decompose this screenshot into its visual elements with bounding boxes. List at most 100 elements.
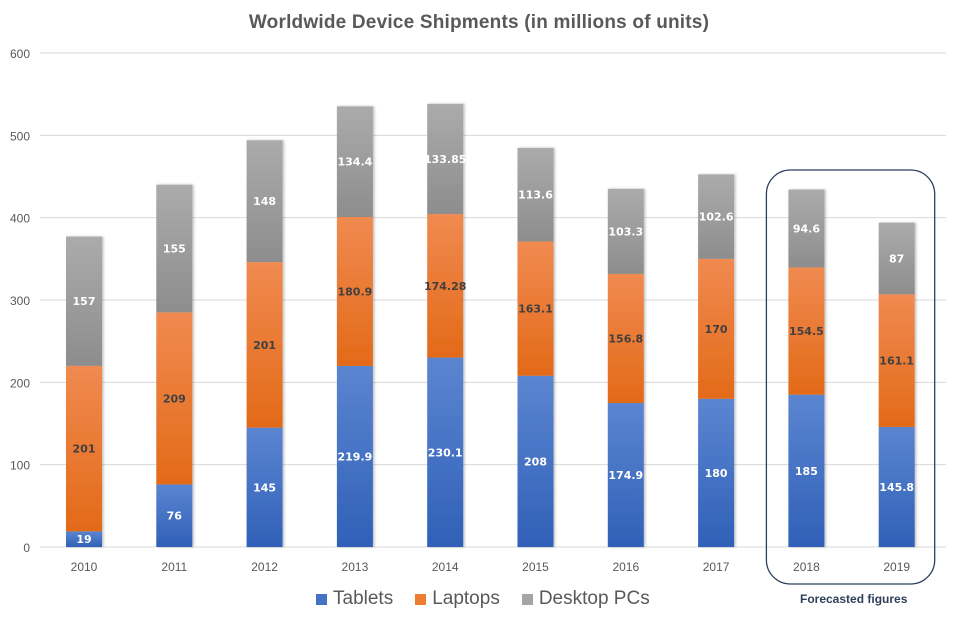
data-label: 155 <box>163 243 186 256</box>
y-tick-label: 500 <box>10 129 30 143</box>
legend-label-tablets: Tablets <box>333 588 394 609</box>
x-tick-label: 2019 <box>883 560 910 574</box>
data-label: 19 <box>76 533 91 546</box>
legend: Tablets Laptops Desktop PCs <box>316 588 650 610</box>
bar-stack <box>66 236 102 547</box>
legend-swatch-laptops <box>415 593 427 605</box>
data-labels: 19 201 157 76 209 155 145 201 148 219.9 180.9 134.4… <box>73 153 915 546</box>
x-tick-label: 2018 <box>793 560 820 574</box>
bar-segment-laptops <box>878 294 915 427</box>
bar-segment-tablets <box>246 427 283 547</box>
bar-segment-desktop-pcs <box>336 106 373 218</box>
data-label: 230.1 <box>428 446 463 459</box>
chart-title: Worldwide Device Shipments (in millions … <box>248 12 710 33</box>
bars <box>66 103 915 547</box>
data-label: 208 <box>524 455 547 468</box>
y-tick-label: 200 <box>10 376 30 390</box>
data-label: 134.4 <box>338 156 373 169</box>
data-label: 161.1 <box>879 355 914 368</box>
data-label: 174.28 <box>424 280 466 293</box>
data-label: 201 <box>73 443 96 456</box>
y-tick-label: 0 <box>23 541 30 555</box>
bar-stack <box>698 174 735 547</box>
data-label: 103.3 <box>608 225 643 238</box>
data-label: 180.9 <box>338 285 373 298</box>
data-label: 76 <box>167 510 183 523</box>
data-label: 185 <box>795 465 818 478</box>
bar-segment-desktop-pcs <box>878 222 915 295</box>
bar-segment-laptops <box>246 262 283 428</box>
y-tick-label: 600 <box>10 47 30 61</box>
legend-swatch-desktop-pcs <box>521 593 533 605</box>
x-tick-label: 2014 <box>432 560 459 574</box>
data-label: 145 <box>253 481 276 494</box>
x-tick-label: 2015 <box>522 560 549 574</box>
bar-segment-desktop-pcs <box>698 174 735 259</box>
bar-stack <box>517 147 554 547</box>
y-tick-label: 300 <box>10 294 30 308</box>
legend-label-desktop-pcs: Desktop PCs <box>538 588 650 609</box>
x-tick-label: 2017 <box>703 560 730 574</box>
bar-segment-tablets <box>517 375 554 547</box>
bar-stack <box>156 184 193 547</box>
bar-segment-tablets <box>878 426 915 547</box>
bar-segment-desktop-pcs <box>246 140 283 263</box>
bar-stack <box>788 189 825 547</box>
x-tick-label: 2012 <box>251 560 278 574</box>
bar-segment-desktop-pcs <box>607 188 644 274</box>
legend-item-desktop-pcs[interactable]: Desktop PCs <box>521 588 650 610</box>
data-label: 180 <box>705 467 728 480</box>
bar-segment-desktop-pcs <box>66 236 102 366</box>
bar-segment-tablets <box>66 531 102 547</box>
data-label: 201 <box>253 339 276 352</box>
data-label: 209 <box>163 392 186 405</box>
data-label: 156.8 <box>608 332 643 345</box>
bar-segment-tablets <box>156 484 193 547</box>
bar-stack <box>336 106 373 547</box>
legend-label-laptops: Laptops <box>432 588 500 609</box>
forecast-box <box>765 169 936 585</box>
bar-segment-laptops <box>336 217 373 366</box>
bar-segment-laptops <box>517 241 554 376</box>
bar-segment-laptops <box>66 365 102 532</box>
y-tick-label: 400 <box>10 212 30 226</box>
legend-item-laptops[interactable]: Laptops <box>415 588 500 610</box>
data-label: 113.6 <box>518 189 553 202</box>
data-label: 170 <box>705 323 728 336</box>
forecast-annotation <box>765 169 936 585</box>
bar-segment-desktop-pcs <box>427 103 464 215</box>
bar-segment-laptops <box>698 258 735 399</box>
bar-segment-laptops <box>788 267 825 395</box>
bar-segment-laptops <box>427 214 464 358</box>
bar-stack <box>878 222 915 547</box>
bar-segment-tablets <box>698 398 735 547</box>
legend-swatch-tablets <box>316 593 327 605</box>
y-tick-label: 100 <box>10 459 30 473</box>
x-tick-label: 2016 <box>612 560 639 574</box>
bar-stack <box>607 188 644 547</box>
data-label: 219.9 <box>338 450 373 463</box>
x-tick-label: 2010 <box>71 560 98 574</box>
bar-segment-tablets <box>336 365 373 547</box>
bar-segment-tablets <box>427 357 464 547</box>
data-label: 154.5 <box>789 325 824 338</box>
x-tick-label: 2013 <box>342 560 369 574</box>
data-label: 145.8 <box>879 481 914 494</box>
forecast-annotation-label: Forecasted figures <box>800 592 908 606</box>
data-label: 148 <box>253 195 276 208</box>
bar-stack <box>427 103 464 547</box>
data-label: 87 <box>889 253 904 266</box>
data-label: 94.6 <box>793 223 820 236</box>
data-label: 133.85 <box>424 153 466 166</box>
bar-segment-tablets <box>788 394 825 547</box>
y-axis: 0 100 200 300 400 500 600 <box>10 47 30 555</box>
bar-stack <box>246 140 283 547</box>
x-axis: 2010 2011 2012 2013 2014 2015 2016 2017 2018 2019 <box>71 560 911 574</box>
bar-segment-desktop-pcs <box>788 189 825 268</box>
bar-segment-desktop-pcs <box>517 147 554 242</box>
bar-segment-desktop-pcs <box>156 184 193 313</box>
bar-segment-laptops <box>156 312 193 485</box>
legend-item-tablets[interactable]: Tablets <box>316 588 393 610</box>
data-label: 174.9 <box>608 469 643 482</box>
